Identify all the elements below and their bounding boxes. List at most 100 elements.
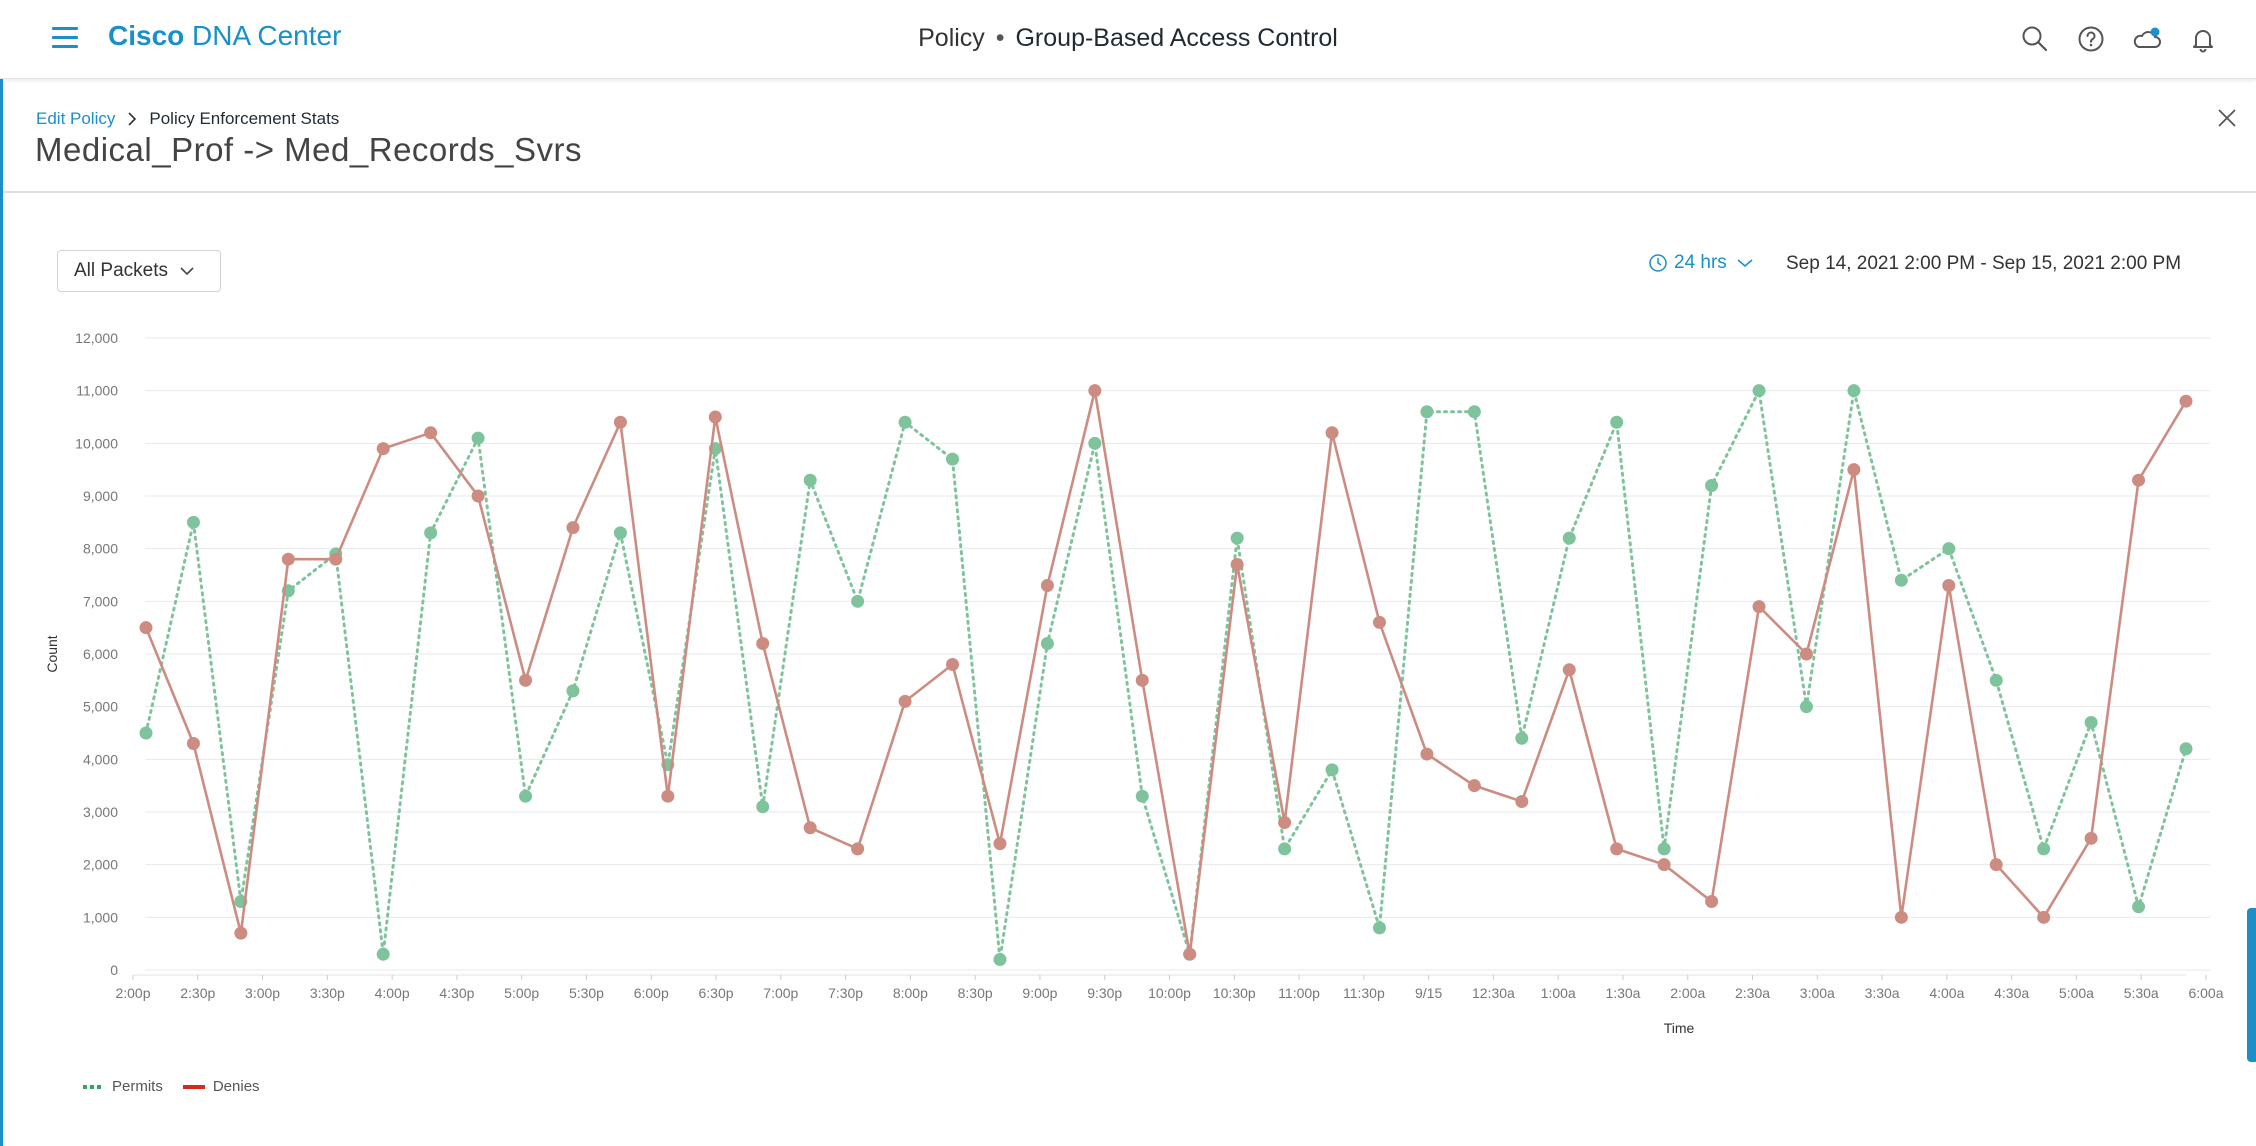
date-range-text: Sep 14, 2021 2:00 PM - Sep 15, 2021 2:00… — [1786, 253, 2182, 274]
top-icons — [2016, 20, 2222, 58]
x-tick-label: 9:00p — [1022, 985, 1057, 1001]
data-point-permits — [1894, 573, 1908, 587]
legend-denies[interactable]: Denies — [182, 1078, 260, 1095]
data-point-permits — [186, 515, 200, 529]
chevron-down-icon — [1737, 258, 1753, 268]
chart-legend: Permits Denies — [82, 1078, 280, 1095]
panel-header: Edit Policy Policy Enforcement Stats Med… — [3, 79, 2256, 193]
series-denies — [139, 384, 2193, 961]
help-icon[interactable] — [2072, 20, 2110, 58]
top-navigation-bar: Cisco DNA Center Policy • Group-Based Ac… — [0, 0, 2256, 79]
y-tick-label: 3,000 — [83, 804, 118, 820]
data-point-permits — [1467, 405, 1481, 419]
x-tick-label: 10:30p — [1213, 985, 1256, 1001]
data-point-permits — [946, 452, 960, 466]
brand-name: DNA Center — [192, 20, 342, 51]
data-point-permits — [1705, 478, 1719, 492]
data-point-denies — [1705, 895, 1719, 909]
breadcrumb-edit-policy-link[interactable]: Edit Policy — [36, 109, 116, 128]
cloud-notification-icon[interactable] — [2128, 20, 2166, 58]
data-point-permits — [851, 594, 865, 608]
data-point-permits — [1088, 436, 1102, 450]
data-point-denies — [424, 426, 438, 440]
x-tick-label: 4:30a — [1994, 985, 2029, 1001]
data-point-permits — [1420, 405, 1434, 419]
x-tick-label: 1:30a — [1605, 985, 1640, 1001]
x-tick-label: 3:30a — [1865, 985, 1900, 1001]
x-tick-label: 8:30p — [958, 985, 993, 1001]
data-point-permits — [376, 947, 390, 961]
data-point-denies — [471, 489, 485, 503]
data-point-denies — [1088, 384, 1102, 398]
page-heading: Policy • Group-Based Access Control — [0, 24, 2256, 53]
data-point-denies — [1752, 600, 1766, 614]
data-point-denies — [1183, 947, 1197, 961]
legend-denies-label: Denies — [212, 1078, 260, 1095]
app-brand[interactable]: Cisco DNA Center — [108, 20, 341, 52]
search-icon[interactable] — [2016, 20, 2054, 58]
x-tick-label: 11:30p — [1343, 985, 1385, 1001]
series-permits — [139, 384, 2193, 966]
data-point-denies — [1562, 663, 1576, 677]
data-point-permits — [1230, 531, 1244, 545]
data-point-denies — [1325, 426, 1339, 440]
close-icon[interactable] — [2214, 105, 2240, 131]
data-point-denies — [234, 926, 248, 940]
panel-accent-bar — [0, 79, 3, 1146]
x-tick-label: 5:30a — [2124, 985, 2159, 1001]
data-point-permits — [519, 789, 533, 803]
x-tick-label: 6:30p — [699, 985, 734, 1001]
data-point-permits — [2037, 842, 2051, 856]
data-point-denies — [1135, 673, 1149, 687]
x-tick-label: 9:30p — [1087, 985, 1122, 1001]
y-tick-label: 8,000 — [83, 541, 118, 557]
hamburger-menu-icon[interactable] — [52, 27, 78, 49]
data-point-denies — [851, 842, 865, 856]
data-point-denies — [2084, 831, 2098, 845]
x-tick-label: 3:00a — [1800, 985, 1835, 1001]
data-point-denies — [376, 442, 390, 456]
x-tick-label: 6:00a — [2188, 985, 2223, 1001]
data-point-denies — [566, 521, 580, 535]
series-line-permits — [144, 389, 2186, 961]
legend-permits-label: Permits — [112, 1078, 163, 1095]
bell-icon[interactable] — [2184, 20, 2222, 58]
data-point-permits — [1135, 789, 1149, 803]
time-range-selector[interactable]: 24 hrs — [1648, 252, 1753, 274]
data-point-denies — [2179, 394, 2193, 408]
x-tick-label: 6:00p — [634, 985, 669, 1001]
heading-section: Policy — [918, 24, 985, 52]
data-point-denies — [1278, 816, 1292, 830]
packet-filter-dropdown[interactable]: All Packets — [57, 250, 221, 292]
x-tick-label: 11:00p — [1278, 985, 1320, 1001]
scrollbar-thumb[interactable] — [2247, 908, 2256, 1062]
data-point-denies — [519, 673, 533, 687]
legend-denies-swatch — [182, 1084, 205, 1089]
data-point-permits — [1515, 731, 1529, 745]
x-tick-label: 9/15 — [1415, 985, 1442, 1001]
data-point-denies — [1847, 463, 1861, 477]
x-tick-label: 5:00a — [2059, 985, 2094, 1001]
data-point-permits — [1610, 415, 1624, 429]
x-tick-label: 2:30a — [1735, 985, 1770, 1001]
x-axis-title: Time — [1664, 1020, 1695, 1036]
data-point-denies — [1799, 647, 1813, 661]
legend-permits[interactable]: Permits — [82, 1078, 163, 1095]
data-point-denies — [1230, 557, 1244, 571]
x-tick-label: 8:00p — [893, 985, 928, 1001]
data-point-denies — [1467, 779, 1481, 793]
data-point-denies — [2037, 910, 2051, 924]
data-point-permits — [1752, 384, 1766, 398]
x-tick-label: 3:30p — [310, 985, 345, 1001]
data-point-denies — [186, 737, 200, 751]
x-tick-label: 7:00p — [763, 985, 798, 1001]
data-point-permits — [993, 952, 1007, 966]
data-point-permits — [424, 526, 438, 540]
data-point-denies — [1040, 579, 1054, 593]
data-point-denies — [756, 636, 770, 650]
data-point-denies — [946, 658, 960, 672]
x-tick-label: 2:00a — [1670, 985, 1705, 1001]
x-tick-label: 12:30a — [1472, 985, 1515, 1001]
data-point-permits — [1040, 636, 1054, 650]
y-tick-label: 0 — [110, 962, 118, 978]
